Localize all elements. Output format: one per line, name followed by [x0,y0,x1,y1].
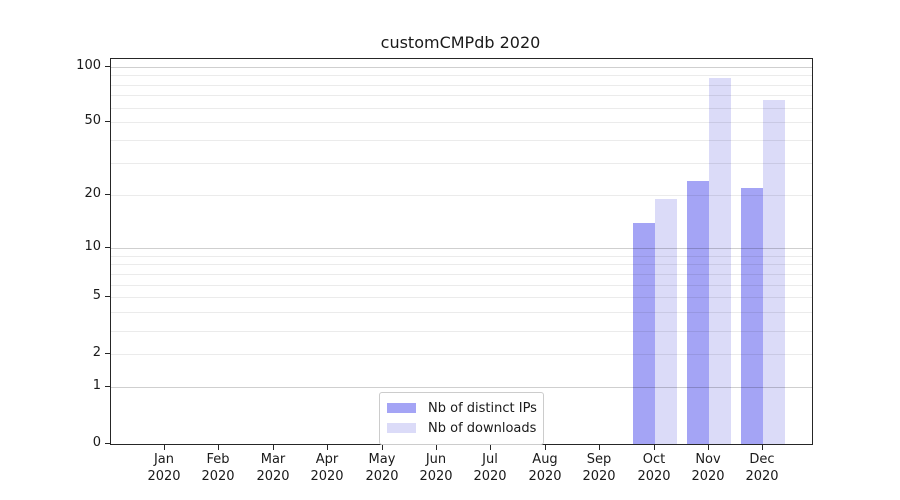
y-gridline-minor [111,122,812,123]
x-tick-month: Jun [425,452,447,467]
x-tick-month: Mar [260,452,286,467]
x-tick-label: Aug 2020 [517,451,573,485]
y-tick-label: 20 [84,186,101,201]
y-gridline-minor [111,264,812,265]
legend: Nb of distinct IPs Nb of downloads [379,392,544,445]
y-gridline-minor [111,331,812,332]
y-gridline-major [111,67,812,68]
x-tick-mark [218,444,219,450]
y-tick-label: 2 [92,345,101,360]
x-tick-year: 2020 [691,469,725,484]
y-gridline-minor [111,285,812,286]
x-tick-label: Jan 2020 [136,451,192,485]
y-tick-mark [105,443,110,444]
bar-downloads-oct-2020 [654,199,677,444]
x-tick-label: Jul 2020 [462,451,518,485]
bar-distinct-ips-dec-2020 [741,187,764,444]
y-gridline-minor [111,256,812,257]
x-tick-mark [382,444,383,450]
x-tick-label: Sep 2020 [571,451,627,485]
x-tick-year: 2020 [201,469,235,484]
distinct-ips-swatch [387,403,416,413]
bar-downloads-dec-2020 [763,100,786,444]
y-tick-label: 1 [92,378,101,393]
x-tick-mark [164,444,165,450]
x-tick-month: Apr [315,452,339,467]
x-tick-label: Nov 2020 [680,451,736,485]
y-gridline-minor [111,354,812,355]
y-gridline-minor [111,75,812,76]
x-tick-mark [762,444,763,450]
x-tick-year: 2020 [419,469,453,484]
bar-downloads-nov-2020 [709,77,731,444]
y-tick-mark [105,121,110,122]
y-gridline-minor [111,108,812,109]
bar-distinct-ips-oct-2020 [632,222,655,444]
downloads-swatch [387,423,416,433]
x-tick-year: 2020 [310,469,344,484]
y-gridline-minor [111,195,812,196]
x-tick-mark [490,444,491,450]
legend-label: Nb of downloads [428,420,537,436]
x-tick-month: Jan [153,452,175,467]
x-tick-mark [654,444,655,450]
y-tick-mark [105,353,110,354]
x-tick-label: Feb 2020 [190,451,246,485]
x-tick-label: Jun 2020 [408,451,464,485]
y-gridline-minor [111,85,812,86]
x-tick-mark [436,444,437,450]
y-gridline-minor [111,297,812,298]
y-gridline-minor [111,95,812,96]
y-tick-mark [105,194,110,195]
x-tick-month: Sep [586,452,612,467]
x-tick-year: 2020 [637,469,671,484]
x-tick-mark [708,444,709,450]
x-tick-label: May 2020 [354,451,410,485]
y-gridline-major [111,248,812,249]
y-gridline-major [111,387,812,388]
y-tick-label: 0 [92,435,101,450]
y-gridline-minor [111,163,812,164]
x-tick-year: 2020 [582,469,616,484]
x-tick-month: Feb [206,452,230,467]
x-tick-label: Apr 2020 [299,451,355,485]
y-tick-mark [105,247,110,248]
y-gridline-minor [111,140,812,141]
y-tick-label: 50 [84,113,101,128]
y-tick-label: 100 [76,58,101,73]
x-tick-mark [273,444,274,450]
x-tick-year: 2020 [256,469,290,484]
x-tick-month: Dec [749,452,775,467]
chart-title: customCMPdb 2020 [380,33,541,52]
x-tick-year: 2020 [528,469,562,484]
x-tick-year: 2020 [365,469,399,484]
legend-item-distinct-ips: Nb of distinct IPs [387,398,537,418]
x-tick-label: Mar 2020 [245,451,301,485]
x-tick-mark [327,444,328,450]
x-tick-month: Nov [695,452,721,467]
legend-item-downloads: Nb of downloads [387,418,537,438]
x-tick-year: 2020 [745,469,779,484]
y-tick-mark [105,296,110,297]
legend-label: Nb of distinct IPs [428,400,537,416]
y-tick-mark [105,386,110,387]
x-tick-label: Dec 2020 [734,451,790,485]
x-tick-mark [599,444,600,450]
y-tick-mark [105,66,110,67]
y-gridline-minor [111,312,812,313]
y-tick-label: 5 [92,288,101,303]
x-tick-month: Jul [482,452,498,467]
x-tick-year: 2020 [147,469,181,484]
x-tick-month: Aug [532,452,558,467]
x-tick-label: Oct 2020 [626,451,682,485]
bar-distinct-ips-nov-2020 [687,180,709,444]
x-tick-mark [545,444,546,450]
x-tick-month: Oct [642,452,666,467]
plot-area [110,58,813,445]
x-tick-year: 2020 [473,469,507,484]
x-tick-month: May [368,452,396,467]
y-tick-label: 10 [84,239,101,254]
y-gridline-minor [111,274,812,275]
